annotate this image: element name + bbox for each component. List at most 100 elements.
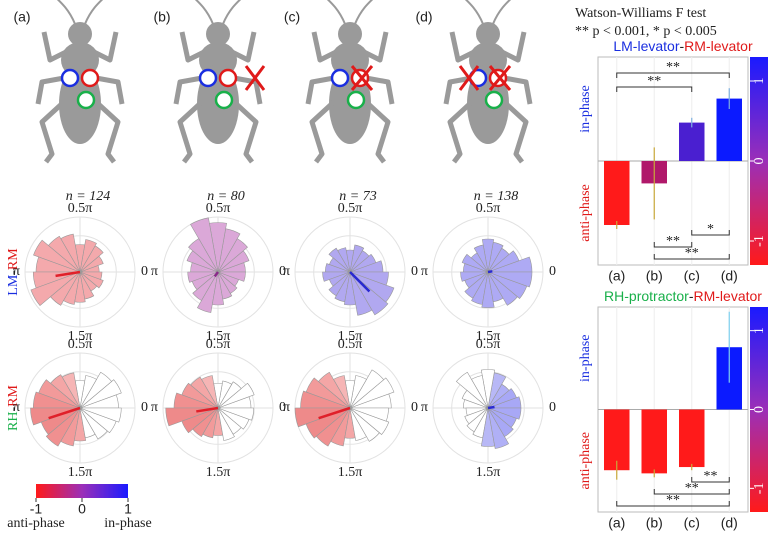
significance-bracket <box>691 230 730 236</box>
rose-bin <box>188 238 219 273</box>
mean-vector <box>48 406 81 420</box>
mean-vector <box>487 270 493 274</box>
rose-bin <box>79 379 122 409</box>
x-tick-label: (c) <box>684 268 700 284</box>
rose-bin <box>190 217 219 273</box>
rose-bin <box>79 271 95 300</box>
polar-tick: 0 <box>411 264 418 279</box>
y-tick-label: 1 <box>752 78 767 85</box>
rose-bin <box>217 382 255 409</box>
colorbar-tick-label: 0 <box>78 501 86 517</box>
bar-chart-title-part: RM-levator <box>694 288 763 304</box>
rose-bin <box>79 271 103 280</box>
sample-size: n = 124 <box>66 189 110 204</box>
colorbar-tick-label: -1 <box>30 501 43 517</box>
cricket <box>308 0 392 162</box>
rose-bin <box>60 407 81 447</box>
polar-tick: 0.5π <box>206 337 231 352</box>
panel-label: (c) <box>284 9 300 25</box>
y-tick-label: 0 <box>752 158 767 165</box>
polar-tick: π <box>421 264 428 279</box>
significance-note: ** p < 0.001, * p < 0.005 <box>575 24 717 39</box>
rose-bin <box>181 407 219 434</box>
rose-bin <box>349 271 389 286</box>
rose-bin <box>79 371 113 409</box>
bar <box>604 409 630 471</box>
rose-bin <box>349 369 385 409</box>
bar-chart-title-part: LM-levator <box>613 38 679 54</box>
polar-tick: 1.5π <box>206 329 231 344</box>
colorbar <box>36 484 128 498</box>
mean-vector <box>349 271 371 293</box>
rose-bin <box>328 247 351 273</box>
significance-label: ** <box>666 60 680 75</box>
cricket <box>446 0 530 162</box>
rose-bin <box>79 375 97 409</box>
significance-label: ** <box>685 246 699 261</box>
mean-vector <box>213 271 220 278</box>
bar-chart-title-part: RH-protractor <box>604 288 689 304</box>
y-tick-label: -1 <box>752 235 767 247</box>
bar-chart-title-part: RM-levator <box>684 38 753 54</box>
x-tick-label: (a) <box>608 268 625 284</box>
polar-tick: 0.5π <box>476 337 501 352</box>
rose-bin <box>349 377 395 409</box>
rose-bin <box>481 271 495 309</box>
panel-label: (a) <box>13 9 30 25</box>
polar-tick: π <box>13 400 20 415</box>
rose-bin <box>349 375 367 409</box>
cricket <box>38 0 122 162</box>
bar <box>604 161 630 225</box>
polar-tick: 0.5π <box>338 337 363 352</box>
polar-tick: 1.5π <box>338 465 363 480</box>
row-label-part: RM <box>6 248 21 270</box>
rose-bin <box>455 371 489 409</box>
rose-bin <box>487 271 533 288</box>
y-label-low: anti-phase <box>578 184 593 242</box>
rose-bin <box>487 250 520 273</box>
colorbar-low: anti-phase <box>7 516 65 531</box>
test-title: Watson-Williams F test <box>575 6 706 21</box>
rose-bin <box>461 253 489 273</box>
rose-bin <box>79 271 104 289</box>
polar-tick: 1.5π <box>476 465 501 480</box>
bar <box>641 409 667 474</box>
bar <box>679 409 705 468</box>
significance-bracket <box>616 501 730 507</box>
polar-tick: 0 <box>549 400 556 415</box>
polar-tick: 0.5π <box>476 201 501 216</box>
y-label-high: in-phase <box>578 335 593 382</box>
rose-bin <box>50 271 81 306</box>
colorbar-tick-label: 1 <box>124 501 132 517</box>
row-label: LM-RM <box>6 248 21 296</box>
bar-chart-title: RH-protractor-RM-levator <box>604 288 762 304</box>
row-label-part: RH <box>6 412 21 431</box>
colorbar-high: in-phase <box>104 516 151 531</box>
significance-label: ** <box>685 481 699 496</box>
rose-bin <box>330 407 351 447</box>
rose-bin <box>462 399 489 409</box>
polar-tick: π <box>13 264 20 279</box>
mean-vector <box>318 406 351 420</box>
rose-bin <box>217 271 246 282</box>
significance-bracket <box>616 72 730 78</box>
rose-bin <box>217 271 233 300</box>
bar-chart-title-part: - <box>680 38 685 54</box>
rose-bin <box>63 271 81 305</box>
polar-tick: 0 <box>141 264 148 279</box>
polar-tick: 1.5π <box>476 329 501 344</box>
mean-vector <box>196 406 219 413</box>
rose-bin <box>211 271 225 306</box>
y-tick-label: 1 <box>752 327 767 334</box>
significance-label: ** <box>666 493 680 508</box>
x-tick-label: (b) <box>646 515 663 531</box>
rose-bin <box>487 388 517 409</box>
rose-bin <box>186 250 219 273</box>
y-tick-label: -1 <box>752 483 767 495</box>
polar-tick: π <box>283 264 290 279</box>
bar-chart-title-part: - <box>689 288 694 304</box>
cricket <box>176 0 260 162</box>
polar-tick: 0 <box>279 400 286 415</box>
x-tick-label: (c) <box>684 515 700 531</box>
